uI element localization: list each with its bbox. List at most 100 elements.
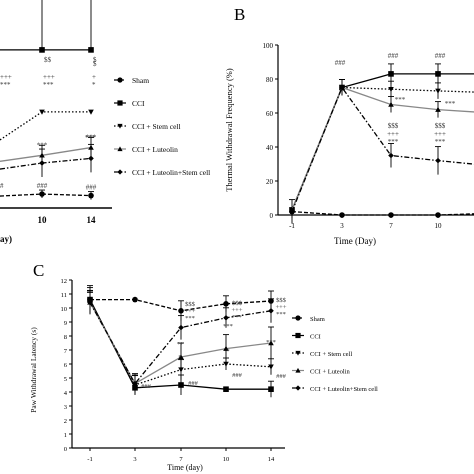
panel-b-annotation: *** <box>445 100 456 108</box>
panel-b-annotation: *** <box>388 138 399 146</box>
panel-c-annotation: ** <box>177 341 184 348</box>
legend-marker-cci-luteolin <box>295 367 301 373</box>
data-point-cci <box>178 382 184 388</box>
y-tick-label: 10 <box>61 306 68 313</box>
data-point-cci <box>88 47 94 53</box>
panel-c-annotation: * <box>178 354 181 361</box>
legend-item-cci-luteolin-stem-cell: CCI + Luteolin+Stem cell <box>114 168 210 177</box>
panel-c-annotation: *** <box>266 339 276 346</box>
panel-c-annotations: $$$ +++ *** $$$ +++ *** $$$ +++ *** *** … <box>141 297 287 390</box>
panel-c-annotation: +++ <box>232 307 243 314</box>
panel-a-annotation: *** <box>43 81 54 89</box>
panel-a-plot-area: ### ###$$ $****** <box>0 0 97 200</box>
data-point-sham <box>132 296 138 303</box>
data-point-cci-stem-cell <box>388 86 394 92</box>
data-point-sham <box>435 212 441 218</box>
legend-marker-cci <box>295 332 301 339</box>
panel-b-annotation: *** <box>435 138 446 146</box>
y-tick-label: 11 <box>61 292 67 299</box>
x-tick-label: 10 <box>435 222 443 230</box>
legend-marker-sham <box>295 315 301 321</box>
panel-c-annotation: $$$ <box>185 301 196 308</box>
data-point-sham <box>339 212 345 218</box>
panel-c-annotation: ### <box>141 383 152 390</box>
annotation: ### <box>86 184 97 192</box>
data-point-cci-luteolin-stem-cell <box>268 308 274 314</box>
x-tick-label: 14 <box>268 456 275 463</box>
y-tick-label: 8 <box>64 334 67 341</box>
panel-c-legend: Sham CCI CCI + Stem cell CCI + Luteolin CCI … <box>292 315 378 393</box>
legend-marker-cci <box>117 100 123 106</box>
data-point-sham <box>388 212 394 218</box>
data-point-cci-luteolin-stem-cell <box>87 299 93 306</box>
data-point-cci-luteolin <box>223 345 229 351</box>
legend-marker-sham <box>117 77 123 83</box>
panel-b-annotation: +++ <box>434 130 446 138</box>
y-tick-label: 3 <box>64 404 67 411</box>
panel-a-annotation: + <box>92 73 96 81</box>
y-tick-label: 1 <box>64 432 67 439</box>
panel-c-annotation: ### <box>276 373 287 380</box>
panel-b-annotation: ### <box>435 52 446 60</box>
data-point-cci-luteolin-stem-cell <box>39 160 45 166</box>
data-point-cci-luteolin <box>388 101 394 107</box>
y-tick-label: 9 <box>64 320 67 327</box>
legend-label: CCI + Stem cell <box>310 351 352 358</box>
y-tick-label: 5 <box>64 376 67 383</box>
panel-a-annotation: +++ <box>43 73 55 81</box>
data-point-cci-luteolin-stem-cell <box>88 155 94 162</box>
panel-c-annotation: $$$ <box>276 297 287 304</box>
data-point-cci-luteolin-stem-cell <box>223 315 229 321</box>
data-point-cci-stem-cell <box>223 361 229 367</box>
y-tick-label: 7 <box>64 348 68 355</box>
data-point-cci-luteolin <box>435 106 441 112</box>
legend-item-sham: Sham <box>114 76 149 85</box>
legend-marker-cci-luteolin-stem-cell <box>295 385 301 391</box>
panel-b-x-axis-label: Time (Day) <box>334 236 376 246</box>
x-tick-label: 3 <box>133 456 136 463</box>
y-tick-label: 2 <box>64 418 67 425</box>
y-tick-label: 6 <box>64 362 68 369</box>
panel-c-annotation: $$$ <box>232 300 243 307</box>
annotation: *** <box>37 141 48 149</box>
panel-a-annotation: $ <box>93 60 97 68</box>
panel-a-x-axis-label: ay) <box>0 234 12 244</box>
panel-c-y-axis-label: Paw Withdrawal Latency (s) <box>29 327 38 413</box>
legend-marker-cci-stem-cell <box>295 350 301 356</box>
x-tick-label: 3 <box>340 222 344 230</box>
panel-a-extra-annotations: +++ *** +++ *** + * $ # *** <box>0 60 97 190</box>
panel-a-legend: Sham CCI CCI + Stem cell CCI + Luteolin CCI … <box>114 76 210 177</box>
annotation: $$ <box>44 56 52 64</box>
panel-b-annotation: +++ <box>387 130 399 138</box>
data-point-cci-stem-cell <box>268 364 274 370</box>
panel-c-annotation: ### <box>188 380 199 387</box>
legend-label: Sham <box>132 76 149 85</box>
panel-a-annotation: *** <box>0 81 11 89</box>
legend-item-cci: CCI <box>292 332 321 341</box>
panel-c-annotation: *** <box>276 311 286 318</box>
panel-a-annotation: +++ <box>0 73 12 81</box>
x-tick-label: 10 <box>223 456 230 463</box>
x-tick-label: 7 <box>179 456 183 463</box>
data-point-cci-luteolin-stem-cell <box>289 208 295 215</box>
data-point-cci-luteolin-stem-cell <box>132 380 138 387</box>
legend-marker-cci-luteolin-stem-cell <box>117 169 123 175</box>
panel-b-annotation: ### <box>335 59 346 67</box>
data-point-cci <box>268 386 274 392</box>
panel-c-annotation: *** <box>223 323 233 330</box>
data-point-cci-luteolin-stem-cell <box>388 152 394 159</box>
legend-item-cci: CCI <box>114 99 145 108</box>
data-point-cci-luteolin <box>178 354 184 360</box>
panel-c-annotation: +++ <box>185 308 196 315</box>
panel-b-annotation: ### <box>388 52 399 60</box>
legend-label: CCI + Luteolin+Stem cell <box>310 386 378 393</box>
x-tick-label: 7 <box>389 222 393 230</box>
series-line-sham <box>0 193 92 197</box>
panel-c-annotation: * <box>226 348 229 355</box>
legend-marker-cci-stem-cell <box>117 123 123 129</box>
y-tick-label: 40 <box>266 144 274 152</box>
panel-c-x-axis-label: Time (day) <box>167 463 203 472</box>
annotation: $ <box>93 56 97 64</box>
data-point-sham <box>88 192 94 199</box>
